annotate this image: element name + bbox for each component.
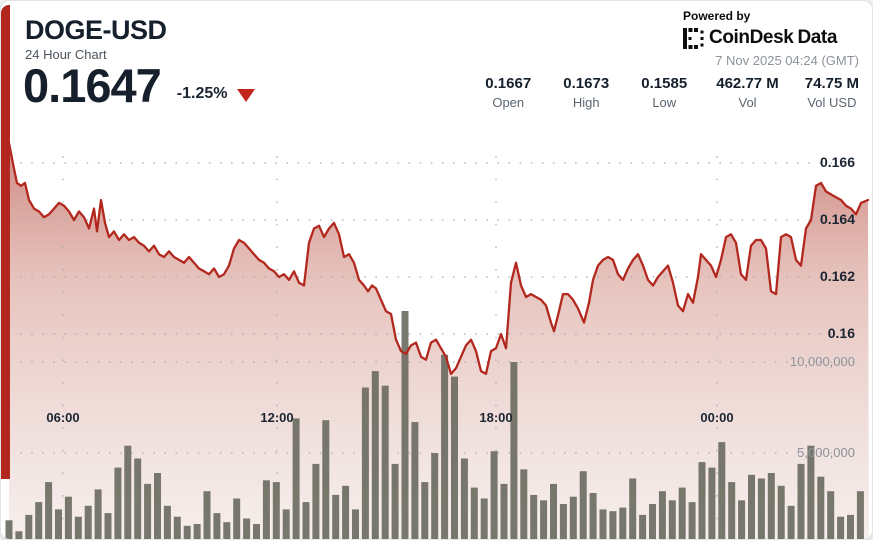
- stat-low-value: 0.1585: [641, 75, 688, 92]
- left-accent-bar: [1, 5, 10, 479]
- stat-high: 0.1673 High: [560, 75, 612, 110]
- branding-block: Powered by CoinDesk Data 7 Nov 2025 04:2…: [683, 9, 859, 68]
- price-change-percent: -1.25%: [176, 85, 228, 103]
- time-tick-00:00: 00:00: [700, 410, 734, 425]
- volume-tick-5M: 5,000,000: [797, 445, 855, 460]
- stat-open-label: Open: [492, 95, 525, 110]
- stat-high-label: High: [572, 95, 600, 110]
- time-tick-18:00: 18:00: [479, 410, 513, 425]
- chart-subtitle: 24 Hour Chart: [25, 47, 107, 62]
- stat-open: 0.1667 Open: [482, 75, 534, 110]
- price-tick-0.164: 0.164: [819, 211, 855, 227]
- powered-by-label: Powered by: [683, 9, 751, 23]
- stats-row: 0.1667 Open 0.1673 High 0.1585 Low 462.7…: [482, 75, 859, 110]
- stat-low-label: Low: [652, 95, 677, 110]
- logo-text-data: Data: [797, 27, 838, 48]
- price-tick-0.166: 0.166: [819, 154, 855, 170]
- stat-vol: 462.77 M Vol: [716, 75, 779, 110]
- stat-low: 0.1585 Low: [638, 75, 690, 110]
- coindesk-data-logo[interactable]: CoinDesk Data: [683, 27, 859, 49]
- stat-vol-label: Vol: [738, 95, 757, 110]
- stat-vol-value: 462.77 M: [716, 75, 779, 92]
- symbol-title: DOGE-USD: [25, 15, 167, 45]
- header: DOGE-USD 24 Hour Chart: [25, 15, 167, 62]
- price-tick-0.162: 0.162: [819, 268, 855, 284]
- price-down-triangle-icon: [237, 89, 256, 103]
- volume-tick-10M: 10,000,000: [789, 354, 855, 369]
- timestamp: 7 Nov 2025 04:24 (GMT): [715, 53, 859, 68]
- stat-open-value: 0.1667: [485, 75, 532, 92]
- time-tick-06:00: 06:00: [46, 410, 80, 425]
- stat-high-value: 0.1673: [563, 75, 610, 92]
- logo-text-coindesk: CoinDesk: [709, 27, 794, 48]
- stat-vol-usd-value: 74.75 M: [804, 75, 859, 92]
- time-tick-12:00: 12:00: [260, 410, 294, 425]
- stat-vol-usd: 74.75 M Vol USD: [805, 75, 859, 110]
- coindesk-blocks-icon: [683, 27, 704, 49]
- stat-vol-usd-label: Vol USD: [807, 95, 857, 110]
- price-row: 0.1647 -1.25%: [23, 59, 256, 112]
- current-price: 0.1647: [23, 59, 162, 112]
- price-tick-0.16: 0.16: [827, 325, 855, 341]
